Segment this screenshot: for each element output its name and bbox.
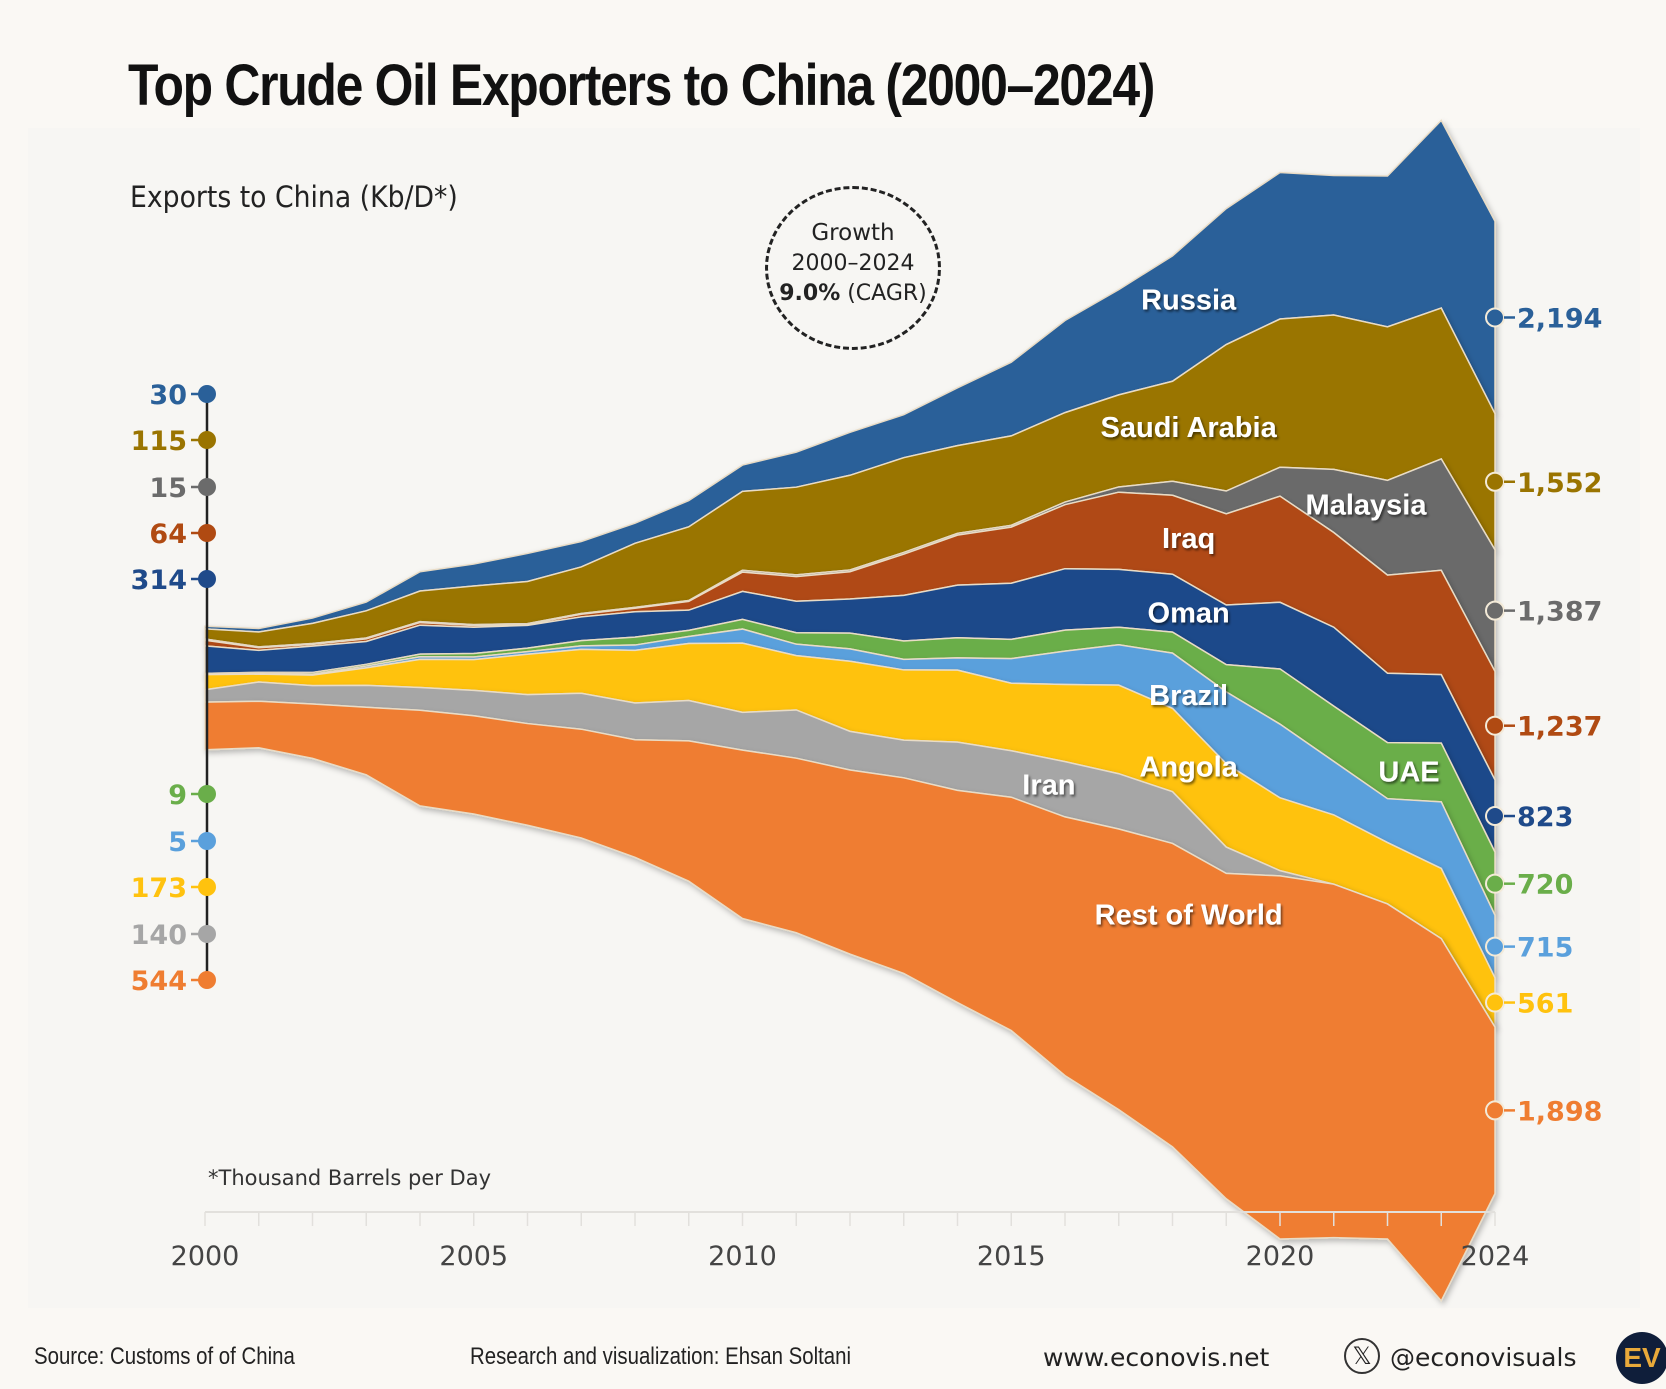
end-value-label: 823 bbox=[1517, 802, 1573, 833]
start-value-label: 173 bbox=[131, 873, 187, 904]
stream-label-brazil: Brazil bbox=[1149, 680, 1228, 712]
end-value-label: 561 bbox=[1517, 989, 1573, 1020]
end-dot-iraq bbox=[1485, 715, 1505, 736]
growth-callout: Growth 2000–2024 9.0% (CAGR) bbox=[765, 186, 941, 350]
end-dot-uae bbox=[1485, 873, 1505, 894]
stream-label-iraq: Iraq bbox=[1162, 523, 1215, 555]
x-tick-label: 2024 bbox=[1461, 1241, 1530, 1272]
stream-label-russia: Russia bbox=[1141, 285, 1237, 317]
stream-rest-of-world bbox=[204, 700, 1496, 1303]
end-value-label: 720 bbox=[1517, 870, 1573, 901]
start-value-axis: 30 115 15 64 314 9 5 173 140 544 bbox=[131, 380, 216, 997]
end-value-label: 1,387 bbox=[1517, 597, 1602, 628]
growth-line2: 2000–2024 bbox=[791, 251, 915, 276]
end-value-label: 2,194 bbox=[1517, 303, 1602, 334]
end-value-axis: 2,194 1,552 1,387 1,237 823 720 715 561 1,898 bbox=[1485, 303, 1602, 1127]
start-dot-iran bbox=[198, 925, 216, 943]
start-dot-malaysia bbox=[198, 478, 216, 496]
stream-labels: Russia Saudi Arabia Malaysia Iraq Oman UAE Bra… bbox=[1022, 285, 1439, 932]
end-value-label: 1,237 bbox=[1517, 712, 1602, 743]
start-dot-oman bbox=[198, 570, 216, 588]
x-tick-label: 2015 bbox=[977, 1241, 1046, 1272]
start-value-label: 544 bbox=[131, 966, 187, 997]
start-dot-brazil bbox=[198, 832, 216, 850]
start-value-label: 15 bbox=[149, 473, 187, 504]
growth-value: 9.0% bbox=[779, 281, 841, 306]
website-link[interactable]: www.econovis.net bbox=[1043, 1343, 1270, 1372]
end-dot-oman bbox=[1485, 806, 1505, 827]
growth-line1: Growth bbox=[811, 220, 895, 246]
start-value-label: 5 bbox=[168, 827, 187, 858]
x-social-icon[interactable]: 𝕏 bbox=[1344, 1338, 1380, 1374]
end-dot-malaysia bbox=[1485, 600, 1505, 621]
footnote: *Thousand Barrels per Day bbox=[208, 1166, 492, 1190]
start-value-label: 140 bbox=[131, 920, 187, 951]
x-tick-label: 2005 bbox=[439, 1241, 508, 1272]
start-dot-saudi-arabia bbox=[198, 431, 216, 449]
stream-layers bbox=[204, 119, 1496, 1303]
start-dot-angola bbox=[198, 878, 216, 896]
stream-label-malaysia: Malaysia bbox=[1306, 490, 1428, 522]
x-tick-label: 2000 bbox=[171, 1241, 240, 1272]
y-axis-label: Exports to China (Kb/D*) bbox=[130, 180, 458, 214]
start-dot-russia bbox=[198, 385, 216, 403]
source-text: Source: Customs of of China bbox=[34, 1343, 295, 1370]
end-dot-brazil bbox=[1485, 936, 1505, 957]
stream-label-iran: Iran bbox=[1022, 770, 1075, 802]
end-dot-saudi-arabia bbox=[1485, 471, 1505, 492]
start-value-label: 9 bbox=[168, 780, 187, 811]
end-value-label: 1,552 bbox=[1517, 468, 1602, 499]
stream-label-rest-of-world: Rest of World bbox=[1095, 899, 1283, 931]
end-dot-russia bbox=[1485, 307, 1505, 328]
x-tick-label: 2020 bbox=[1246, 1241, 1315, 1272]
stream-label-uae: UAE bbox=[1378, 756, 1439, 788]
start-value-label: 64 bbox=[149, 519, 187, 550]
x-tick-label: 2010 bbox=[708, 1241, 777, 1272]
credit-text: Research and visualization: Ehsan Soltan… bbox=[470, 1343, 852, 1370]
stream-label-angola: Angola bbox=[1139, 752, 1238, 784]
x-axis: 2000 2005 2010 2015 2020 2024 bbox=[171, 1211, 1530, 1272]
start-value-label: 115 bbox=[131, 426, 187, 457]
social-handle-link[interactable]: @econovisuals bbox=[1390, 1343, 1577, 1372]
end-dot-angola bbox=[1485, 992, 1505, 1013]
growth-line3: 9.0% (CAGR) bbox=[768, 279, 938, 309]
end-value-label: 1,898 bbox=[1517, 1096, 1602, 1127]
chart-title: Top Crude Oil Exporters to China (2000–2… bbox=[128, 53, 1155, 118]
start-dot-iraq bbox=[198, 524, 216, 542]
growth-suffix: (CAGR) bbox=[840, 281, 927, 306]
stream-label-oman: Oman bbox=[1148, 598, 1230, 630]
end-value-label: 715 bbox=[1517, 933, 1573, 964]
start-value-label: 314 bbox=[131, 565, 187, 596]
start-dot-rest-of-world bbox=[198, 971, 216, 989]
econovis-logo: EV bbox=[1616, 1332, 1666, 1384]
start-value-label: 30 bbox=[149, 380, 187, 411]
stream-label-saudi-arabia: Saudi Arabia bbox=[1101, 412, 1278, 444]
start-dot-uae bbox=[198, 785, 216, 803]
end-dot-rest-of-world bbox=[1485, 1100, 1505, 1121]
